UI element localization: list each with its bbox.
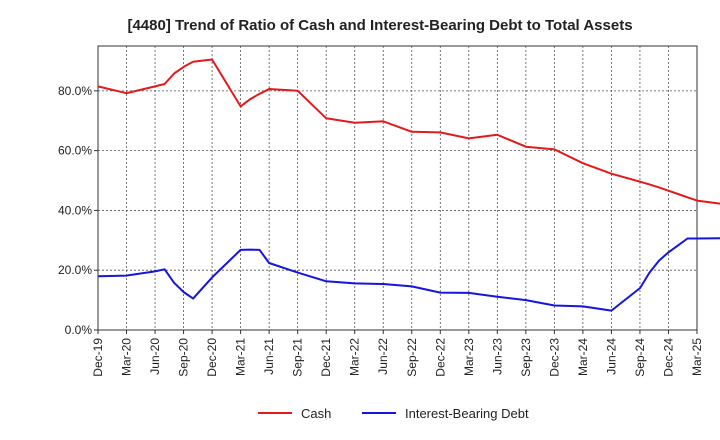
x-tick-label: Jun-22 — [376, 338, 390, 375]
legend-label-interest-bearing-debt: Interest-Bearing Debt — [405, 406, 529, 421]
x-tick-label: Mar-23 — [462, 338, 476, 376]
y-tick-label: 0.0% — [65, 323, 93, 337]
x-tick-label: Dec-24 — [661, 338, 675, 377]
x-tick-label: Dec-19 — [91, 338, 105, 377]
series-lines — [97, 58, 720, 312]
x-tick-label: Mar-20 — [120, 338, 134, 376]
x-tick-label: Sep-23 — [519, 338, 533, 377]
x-tick-label: Dec-22 — [433, 338, 447, 377]
x-tick-label: Mar-21 — [234, 338, 248, 376]
x-tick-label: Jun-21 — [262, 338, 276, 375]
legend-label-cash: Cash — [301, 406, 331, 421]
grid-lines — [98, 46, 697, 330]
y-tick-label: 80.0% — [58, 84, 92, 98]
x-tick-label: Sep-22 — [405, 338, 419, 377]
x-tick-label: Sep-21 — [291, 338, 305, 377]
y-tick-label: 40.0% — [58, 203, 92, 217]
series-line-interest-bearing-debt — [97, 237, 720, 312]
series-line-cash — [97, 58, 720, 205]
x-tick-label: Mar-24 — [576, 338, 590, 376]
x-tick-label: Jun-20 — [148, 338, 162, 375]
x-tick-label: Mar-22 — [348, 338, 362, 376]
x-tick-label: Sep-20 — [177, 338, 191, 377]
chart-title: [4480] Trend of Ratio of Cash and Intere… — [127, 17, 632, 34]
y-tick-label: 60.0% — [58, 144, 92, 158]
x-tick-label: Dec-20 — [205, 338, 219, 377]
x-tick-label: Mar-25 — [690, 338, 704, 376]
x-tick-label: Sep-24 — [633, 338, 647, 377]
y-tick-label: 20.0% — [58, 263, 92, 277]
x-tick-label: Jun-23 — [490, 338, 504, 375]
legend: Cash Interest-Bearing Debt — [258, 406, 529, 421]
x-tick-label: Jun-24 — [604, 338, 618, 375]
x-tick-label: Dec-21 — [319, 338, 333, 377]
x-tick-label: Dec-23 — [547, 338, 561, 377]
plot-area — [97, 45, 698, 331]
axes: Dec-19 Mar-20 Jun-20 Sep-20 Dec-20 Mar-21 Jun-… — [58, 84, 704, 377]
